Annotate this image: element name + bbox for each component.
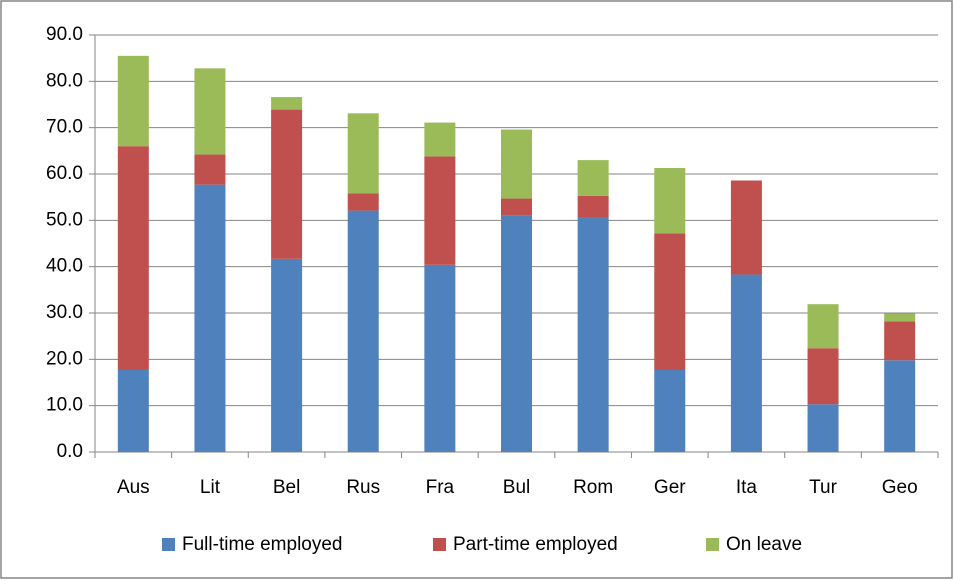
y-tick-label: 0.0 — [57, 441, 83, 462]
y-tick-label: 40.0 — [46, 256, 83, 277]
bar-segment — [577, 217, 609, 452]
x-tick-label: Rom — [573, 477, 613, 498]
y-tick-label: 20.0 — [46, 348, 83, 369]
x-tick-label: Tur — [809, 477, 837, 498]
bar-segment — [271, 97, 303, 110]
bar-segment — [117, 55, 149, 147]
bar-segment — [501, 129, 532, 199]
bar-segment — [501, 198, 532, 216]
x-tick-label: Bul — [503, 477, 530, 498]
legend-swatch — [706, 538, 719, 551]
bar-segment — [807, 304, 839, 349]
y-tick-label: 80.0 — [46, 70, 83, 91]
bar-segment — [884, 360, 916, 452]
y-tick-label: 10.0 — [46, 395, 83, 416]
x-tick-label: Ger — [654, 477, 686, 498]
y-tick-label: 90.0 — [46, 24, 83, 45]
bar-segment — [730, 180, 762, 275]
x-tick-label: Lit — [200, 477, 221, 498]
y-tick-label: 30.0 — [46, 302, 83, 323]
legend-label: On leave — [726, 534, 802, 555]
bar-segment — [194, 184, 226, 452]
bar-segment — [654, 369, 686, 452]
bar-segment — [194, 68, 226, 155]
y-tick-label: 70.0 — [46, 117, 83, 138]
x-tick-label: Ita — [736, 477, 758, 498]
y-tick-label: 50.0 — [46, 209, 83, 230]
bar-segment — [117, 369, 149, 452]
bar-segment — [271, 109, 303, 259]
bar-segment — [347, 113, 379, 194]
bar-segment — [654, 167, 686, 234]
bar-segment — [194, 154, 226, 185]
x-tick-label: Bel — [273, 477, 300, 498]
bar-segment — [347, 193, 379, 211]
bar-segment — [577, 160, 609, 196]
bar-segment — [501, 215, 532, 452]
bar-segment — [730, 274, 762, 452]
x-tick-label: Aus — [117, 477, 150, 498]
bar-segment — [577, 195, 609, 218]
legend-swatch — [162, 538, 175, 551]
bar-segment — [654, 233, 686, 370]
bar-segment — [424, 122, 456, 157]
y-tick-label: 60.0 — [46, 163, 83, 184]
bar-segment — [424, 264, 456, 452]
legend-label: Full-time employed — [182, 534, 343, 555]
bar-segment — [884, 313, 916, 322]
legend-label: Part-time employed — [453, 534, 618, 555]
x-tick-label: Geo — [882, 477, 918, 498]
bar-segment — [807, 348, 839, 405]
bar-segment — [424, 156, 456, 265]
legend-swatch — [433, 538, 446, 551]
bar-segment — [347, 210, 379, 452]
x-tick-label: Rus — [346, 477, 380, 498]
x-tick-label: Fra — [426, 477, 455, 498]
bar-segment — [884, 321, 916, 361]
bar-segment — [271, 258, 303, 452]
bar-segment — [117, 146, 149, 370]
bar-segment — [807, 404, 839, 452]
